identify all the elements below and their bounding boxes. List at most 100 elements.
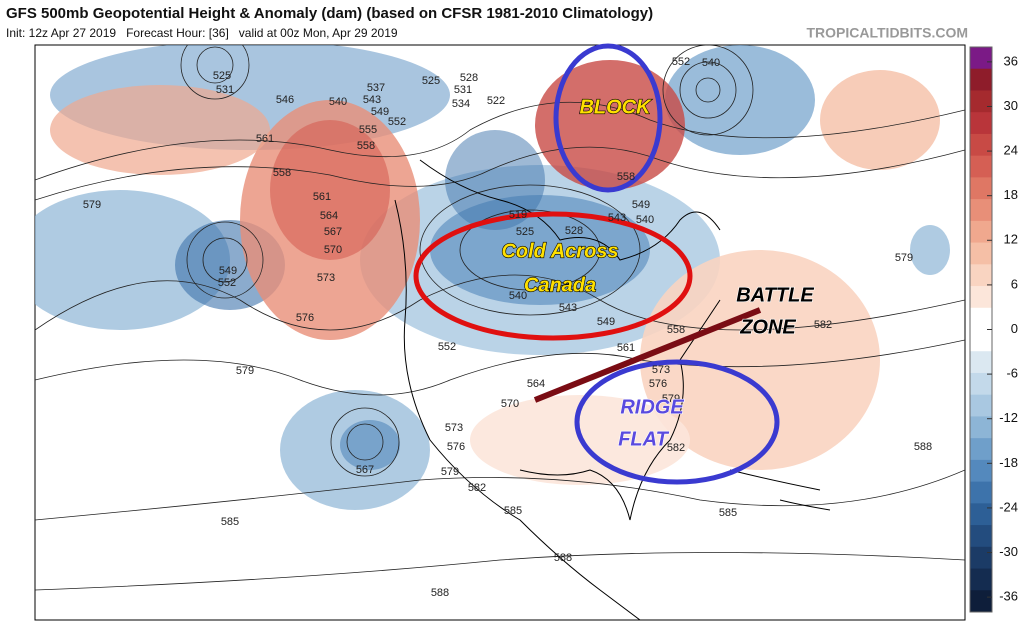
title: GFS 500mb Geopotential Height & Anomaly …: [6, 5, 653, 22]
colorbar-tick-label: -36: [999, 589, 1018, 604]
contour-label: 576: [649, 378, 667, 390]
contour-label: 588: [914, 441, 932, 453]
contour-label: 585: [719, 507, 737, 519]
colorbar-swatch: [970, 568, 992, 591]
contour-label: 585: [504, 505, 522, 517]
contour-label: 540: [509, 290, 527, 302]
contour-label: 552: [438, 341, 456, 353]
colorbar-swatch: [970, 481, 992, 504]
contour-label: 558: [357, 140, 375, 152]
contour-label: 573: [652, 364, 670, 376]
contour-label: 579: [662, 393, 680, 405]
contour-label: 561: [617, 342, 635, 354]
contour-label: 564: [527, 378, 545, 390]
cold-circle: [413, 211, 693, 341]
colorbar-tick-label: 24: [1004, 143, 1018, 158]
contour-label: 564: [320, 210, 338, 222]
contour-label: 546: [276, 94, 294, 106]
subtitle: Init: 12z Apr 27 2019 Forecast Hour: [36…: [6, 26, 398, 40]
colorbar-swatch: [970, 286, 992, 309]
height-contours: [35, 45, 965, 591]
contour-label: 543: [608, 212, 626, 224]
contour-label: 549: [219, 265, 237, 277]
contour-label: 579: [895, 252, 913, 264]
contour-label: 555: [359, 124, 377, 136]
colorbar-swatch: [970, 133, 992, 157]
contour-label: 561: [256, 133, 274, 145]
contour-label: 579: [83, 199, 101, 211]
contour-label: 570: [501, 398, 519, 410]
contour-label: 540: [702, 57, 720, 69]
contour-label: 549: [371, 106, 389, 118]
annotation-ridge: RIDGE: [620, 396, 684, 418]
colorbar-swatch: [970, 47, 992, 70]
colorbar-tick-label: -6: [1006, 366, 1018, 381]
colorbar-swatch: [970, 199, 992, 222]
colorbar-swatch: [970, 394, 992, 417]
colorbar-tick-label: -18: [999, 455, 1018, 470]
colorbar: 36 30 24 18 12 6 0 -6 -12 -18 -24 -30 -36: [969, 46, 1018, 613]
colorbar-swatch: [970, 525, 992, 548]
contour-label: 570: [324, 244, 342, 256]
contour-label: 558: [617, 171, 635, 183]
contour-label: 540: [636, 214, 654, 226]
colorbar-swatch: [970, 155, 992, 178]
colorbar-swatch: [970, 372, 992, 396]
contour-label: 525: [516, 226, 534, 238]
contour-label: 528: [565, 225, 583, 237]
contour-label: 573: [317, 272, 335, 284]
colorbar-swatch: [970, 329, 992, 352]
source: TROPICALTIDBITS.COM: [806, 25, 968, 41]
contour-label: 531: [216, 84, 234, 96]
contour-label: 549: [632, 199, 650, 211]
contour-label: 540: [329, 96, 347, 108]
contour-label: 558: [273, 167, 291, 179]
contour-label: 552: [388, 116, 406, 128]
contour-label: 582: [814, 319, 832, 331]
colorbar-swatch: [970, 459, 992, 483]
colorbar-tick-label: -30: [999, 544, 1018, 559]
contour-label: 576: [447, 441, 465, 453]
colorbar-tick-label: 30: [1004, 98, 1018, 113]
annotation-cold: Canada: [524, 274, 596, 296]
contour-label: 543: [363, 94, 381, 106]
colorbar-tick-label: -24: [999, 499, 1018, 514]
colorbar-swatch: [970, 307, 992, 330]
colorbar-swatch: [970, 503, 992, 526]
contour-label: 534: [452, 98, 470, 110]
contour-label: 552: [218, 277, 236, 289]
colorbar-swatch: [970, 416, 992, 439]
colorbar-tick-label: 0: [1011, 321, 1018, 336]
colorbar-swatch: [970, 242, 992, 265]
contour-label: 579: [236, 365, 254, 377]
block-circle: [553, 43, 663, 193]
contour-label: 579: [441, 466, 459, 478]
colorbar-tick-label: 36: [1004, 53, 1018, 68]
contour-label: 519: [509, 209, 527, 221]
contour-label: 525: [213, 70, 231, 82]
contour-label: 558: [667, 324, 685, 336]
annotation-block: BLOCK: [579, 96, 652, 118]
contour-label: 582: [667, 442, 685, 454]
contour-label: 561: [313, 191, 331, 203]
colorbar-swatch: [970, 546, 992, 570]
colorbar-swatch: [970, 590, 992, 613]
annotation-battle: ZONE: [739, 316, 796, 338]
colorbar-swatch: [970, 264, 992, 287]
ridge-circle: [574, 359, 780, 485]
contour-label: 531: [454, 84, 472, 96]
colorbar-tick-label: 18: [1004, 187, 1018, 202]
contour-label: 528: [460, 72, 478, 84]
contour-label: 576: [296, 312, 314, 324]
anomaly-shading: [35, 45, 950, 510]
contour-label: 588: [554, 552, 572, 564]
battle-line: [533, 307, 762, 403]
colorbar-tick-label: 6: [1011, 276, 1018, 291]
contour-label: 567: [324, 226, 342, 238]
colorbar-tick-label: -12: [999, 410, 1018, 425]
contour-label: 543: [559, 302, 577, 314]
colorbar-swatch: [970, 438, 992, 461]
colorbar-swatch: [970, 112, 992, 135]
annotation-cold: Cold Across: [501, 240, 618, 262]
